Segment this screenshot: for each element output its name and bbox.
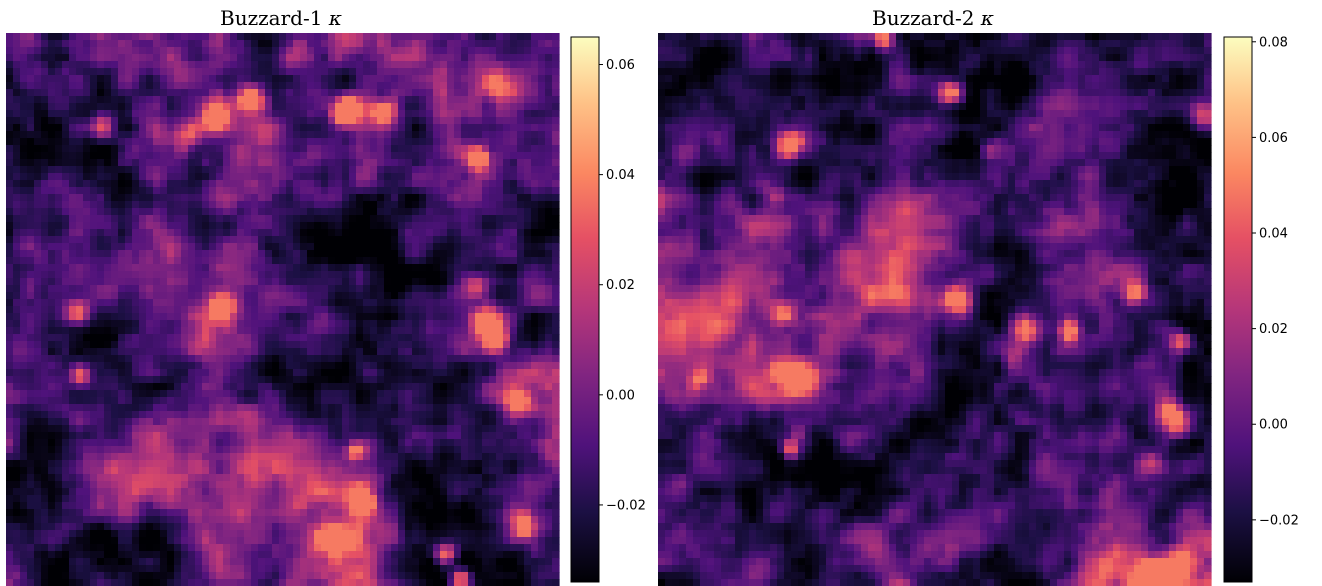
colorbar-1 <box>570 36 600 583</box>
map-panel-1: −0.02 0.00 0.02 0.04 0.06 <box>6 33 646 586</box>
map-title-2: Buzzard-2 κ <box>872 6 994 30</box>
colorbar-2-tick-label: −0.02 <box>1259 513 1299 528</box>
colorbar-1-tick-label: 0.04 <box>606 168 635 183</box>
map-title-1: Buzzard-1 κ <box>220 6 342 30</box>
heatmap-image-1 <box>6 33 560 586</box>
colorbar-2-tick-label: 0.02 <box>1259 322 1288 337</box>
colorbar-1-tick-label: 0.06 <box>606 58 635 73</box>
colorbar-1-tick-label: 0.00 <box>606 388 635 403</box>
map-title-2-text: Buzzard-2 <box>872 6 975 30</box>
colorbar-2-tick-label: 0.04 <box>1259 227 1288 242</box>
map-title-1-text: Buzzard-1 <box>220 6 323 30</box>
colorbar-2 <box>1223 36 1253 583</box>
colorbar-2-tick-label: 0.06 <box>1259 131 1288 146</box>
map-title-2-symbol: κ <box>980 6 994 30</box>
colorbar-1-tick-label: 0.02 <box>606 278 635 293</box>
colorbar-1-tick-label: −0.02 <box>606 498 646 513</box>
colorbar-2-tick-label: 0.08 <box>1259 35 1288 50</box>
map-title-1-symbol: κ <box>328 6 342 30</box>
colorbar-2-tick-label: 0.00 <box>1259 418 1288 433</box>
map-panel-2: −0.02 0.00 0.02 0.04 0.06 0.08 <box>658 33 1299 586</box>
heatmap-image-2 <box>658 33 1212 586</box>
